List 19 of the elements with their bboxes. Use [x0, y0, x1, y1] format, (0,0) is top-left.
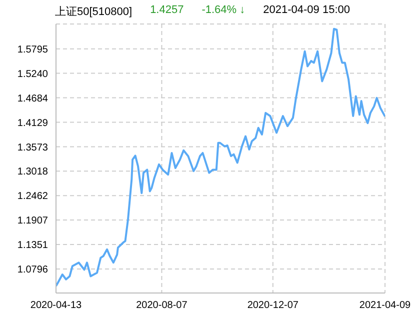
- text: 1.4257: [150, 4, 184, 18]
- chart-title: 上证50[510800]: [55, 5, 132, 19]
- y-tick-label: 1.3018: [17, 166, 48, 178]
- line-series: [56, 28, 385, 287]
- x-tick-label: 2020-12-07: [247, 300, 299, 312]
- y-tick-label: 1.2462: [17, 191, 48, 202]
- y-tick-label: 1.5795: [17, 44, 48, 56]
- y-tick-label: 1.4129: [17, 118, 48, 129]
- x-tick-label: 2021-04-09: [359, 300, 412, 312]
- y-tick-label: 1.0796: [17, 264, 48, 276]
- y-tick-label: 1.1351: [17, 240, 48, 252]
- y-tick-label: 1.4684: [17, 93, 48, 104]
- y-tick-label: 1.3573: [17, 142, 48, 154]
- text: -1.64% ↓: [202, 4, 246, 18]
- x-tick-label: 2020-04-13: [30, 300, 82, 312]
- text: 2021-04-09 15:00: [263, 4, 350, 18]
- y-tick-label: 1.1907: [17, 216, 48, 227]
- y-tick-label: 1.5240: [17, 68, 48, 80]
- x-tick-label: 2020-08-07: [136, 300, 188, 312]
